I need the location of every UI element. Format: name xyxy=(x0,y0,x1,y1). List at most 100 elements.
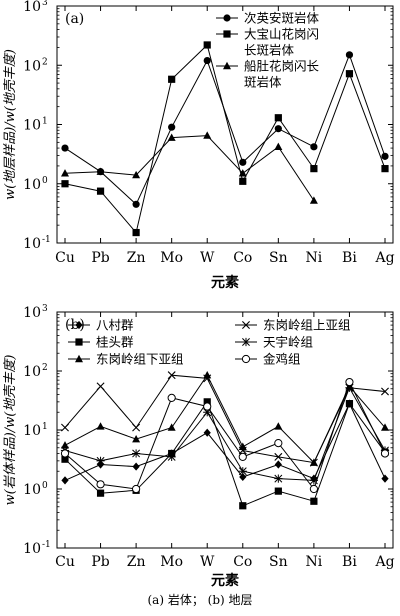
legend-label: 次英安斑岩体 xyxy=(244,11,320,26)
data-point xyxy=(61,455,69,463)
legend-marker xyxy=(75,320,83,330)
series-line xyxy=(64,135,315,201)
legend-label: 桂头群 xyxy=(96,335,134,350)
data-point xyxy=(381,165,389,173)
x-tick-label: Zn xyxy=(127,554,146,570)
x-axis-title: 元素 xyxy=(211,274,239,291)
data-point xyxy=(167,133,176,141)
data-point xyxy=(310,165,318,173)
figure-caption: (a) 岩体； (b) 地层 xyxy=(147,592,252,607)
series-1 xyxy=(61,51,389,208)
x-tick-label: Sn xyxy=(269,250,288,266)
data-point xyxy=(61,169,69,177)
legend-item: 东岗岭组下亚组 xyxy=(68,352,184,367)
legend-label: 天宇岭组 xyxy=(263,335,313,350)
data-point xyxy=(132,228,140,237)
y-tick-label: 10 xyxy=(23,0,41,15)
data-point xyxy=(274,114,282,122)
legend-label: 八村群 xyxy=(96,318,134,333)
data-point xyxy=(203,428,211,437)
data-point xyxy=(274,452,283,461)
series-4 xyxy=(61,371,389,467)
data-point xyxy=(345,400,354,408)
data-point xyxy=(381,423,389,431)
data-point xyxy=(203,370,212,379)
data-point xyxy=(96,382,105,391)
data-point xyxy=(167,423,176,431)
x-tick-label: Zn xyxy=(127,250,146,266)
legend-item: 桂头群 xyxy=(68,335,134,350)
data-point xyxy=(61,144,69,152)
data-point xyxy=(309,484,318,494)
series-line xyxy=(64,386,386,481)
y-tick-exponent: 3 xyxy=(42,0,48,8)
series-line xyxy=(64,380,386,491)
data-point xyxy=(60,449,70,458)
legend-item: 东岗岭组上亚组 xyxy=(235,318,351,333)
x-tick-label: Cu xyxy=(55,554,75,570)
x-axis-title: 元素 xyxy=(211,572,239,589)
series-line xyxy=(64,53,386,206)
legend-item: 金鸡组 xyxy=(235,352,301,367)
data-point xyxy=(274,487,282,495)
x-tick-label: Mo xyxy=(160,554,183,570)
data-point xyxy=(61,476,69,485)
data-point xyxy=(239,158,247,166)
data-point xyxy=(238,169,247,177)
legend-label: 东岗岭组上亚组 xyxy=(263,318,351,333)
legend-marker xyxy=(242,321,250,329)
legend-marker xyxy=(241,337,251,347)
legend-marker xyxy=(223,30,231,38)
x-tick-label: Bi xyxy=(342,250,357,266)
legend-item: 天宇岭组 xyxy=(235,335,313,350)
x-tick-label: Ni xyxy=(306,554,323,570)
legend-marker xyxy=(223,14,231,22)
y-tick-exponent: 1 xyxy=(42,422,48,432)
data-point xyxy=(96,187,105,195)
x-tick-label: Sn xyxy=(269,554,288,570)
data-point xyxy=(96,456,105,465)
y-tick-label: 10 xyxy=(23,541,41,557)
legend-label: 船肚花岗闪长 xyxy=(244,59,320,74)
data-point xyxy=(309,196,318,204)
data-point xyxy=(274,474,283,483)
legend-marker xyxy=(223,61,231,70)
data-point xyxy=(203,41,211,49)
y-tick-exponent: 2 xyxy=(42,363,48,373)
legend-item: 次英安斑岩体 xyxy=(216,11,320,26)
plot-frame xyxy=(56,5,394,244)
data-point xyxy=(381,152,389,160)
x-tick-label: Ag xyxy=(374,250,394,266)
data-point xyxy=(167,371,176,380)
data-point xyxy=(96,480,105,489)
data-point xyxy=(238,452,247,461)
data-point xyxy=(203,398,211,406)
data-point xyxy=(168,75,176,83)
data-point xyxy=(203,131,212,139)
data-point xyxy=(274,460,282,469)
x-tick-label: Ni xyxy=(306,250,323,266)
x-tick-label: Pb xyxy=(91,250,109,266)
y-tick-exponent: 1 xyxy=(42,117,48,127)
y-tick-label: 10 xyxy=(23,482,41,498)
data-point xyxy=(203,56,211,65)
series-line xyxy=(64,44,386,234)
x-tick-label: Co xyxy=(233,554,252,570)
data-point xyxy=(309,458,318,467)
legend-item: 八村群 xyxy=(68,318,134,333)
legend-marker xyxy=(75,338,83,346)
y-tick-label: 10 xyxy=(23,423,41,439)
y-tick-label: 10 xyxy=(23,177,41,193)
data-point xyxy=(61,180,69,188)
y-tick-label: 10 xyxy=(23,236,41,252)
data-point xyxy=(96,167,105,175)
x-tick-label: Mo xyxy=(160,250,183,266)
series-3 xyxy=(61,131,318,204)
series-3 xyxy=(61,370,389,466)
y-tick-label: 10 xyxy=(23,58,41,74)
y-tick-exponent: 0 xyxy=(42,176,48,186)
legend-label: 东岗岭组下亚组 xyxy=(96,352,184,367)
